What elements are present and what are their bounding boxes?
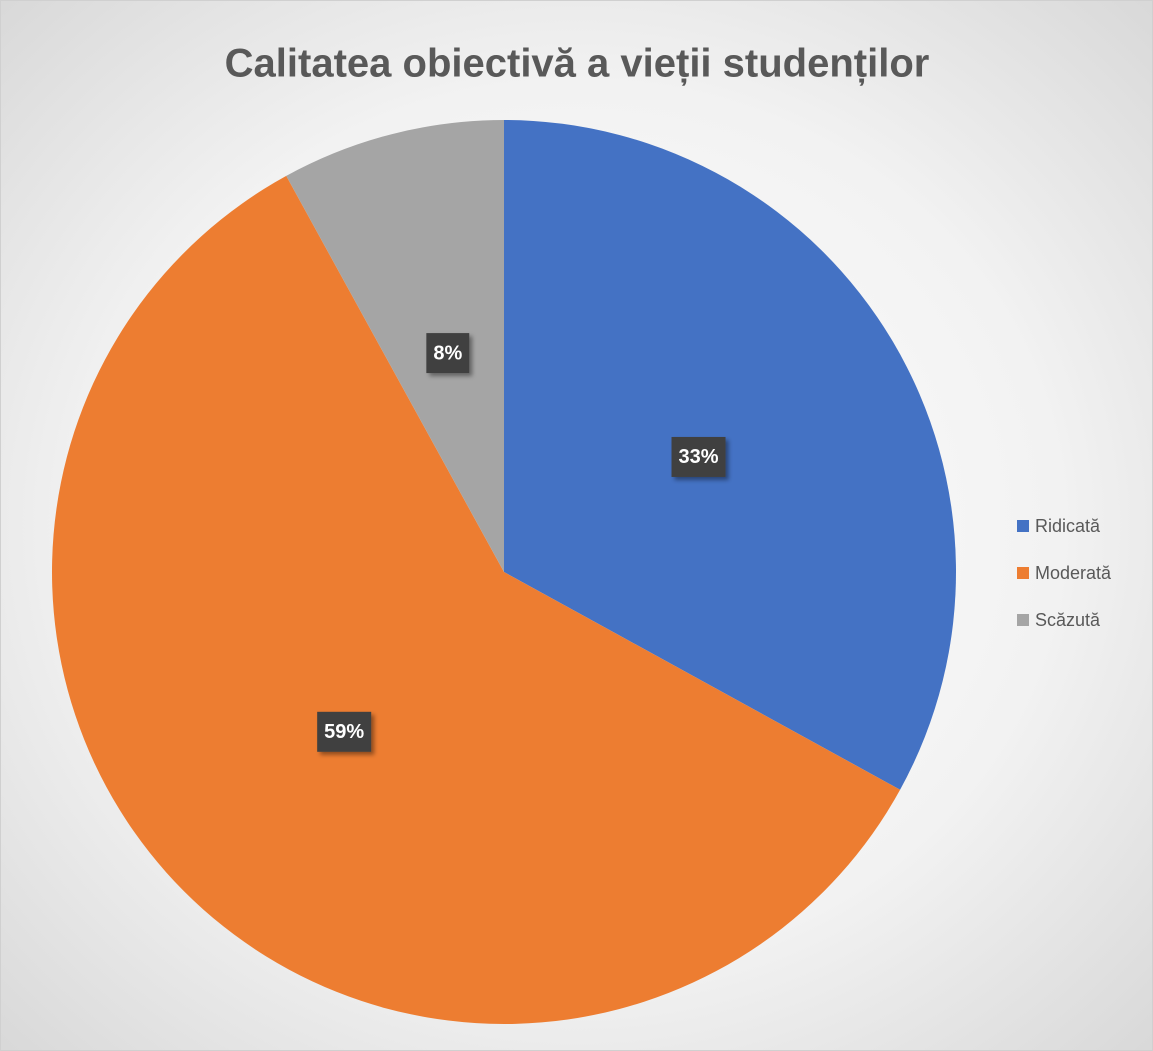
legend-label: Ridicată [1035, 516, 1101, 536]
legend-label: Scăzută [1035, 610, 1101, 630]
legend-swatch [1017, 567, 1029, 579]
data-label: 8% [433, 342, 462, 364]
legend-swatch [1017, 614, 1029, 626]
pie-slice [286, 120, 504, 572]
pie-slice [51, 175, 901, 1025]
data-label-group: 33% [671, 436, 726, 477]
data-label: 33% [679, 446, 719, 468]
legend-swatch [1017, 520, 1029, 532]
data-label: 59% [324, 721, 364, 743]
data-label-box [426, 333, 470, 374]
data-label-box [317, 711, 372, 752]
data-label-group: 8% [426, 333, 470, 374]
data-label-group: 59% [317, 711, 372, 752]
pie-slice [504, 120, 957, 790]
chart-title: Calitatea obiectivă a vieții studenților [225, 42, 930, 86]
data-label-box [671, 436, 726, 477]
legend-label: Moderată [1035, 563, 1112, 583]
